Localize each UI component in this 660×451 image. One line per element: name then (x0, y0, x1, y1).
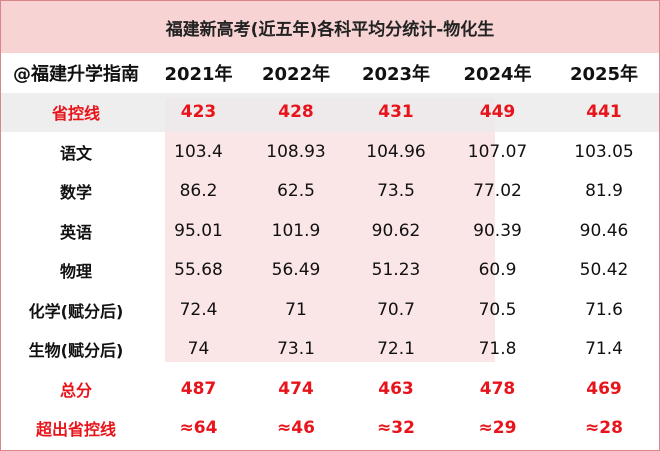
cell-value: 81.9 (585, 181, 623, 202)
cell-value: 71 (285, 299, 307, 320)
row-label: 总分 (59, 380, 92, 400)
cell-value: 101.9 (271, 220, 321, 241)
cell-value: 71.6 (585, 299, 623, 320)
cell-value: 90.62 (371, 220, 421, 241)
cell-value: 51.23 (371, 260, 421, 281)
cell-value: 474 (278, 378, 314, 399)
cell-value: 469 (586, 378, 622, 399)
cell-value: 104.96 (366, 141, 426, 162)
cell-value: 107.07 (467, 141, 528, 162)
header-row: @福建升学指南 2021年 2022年 2023年 2024年 2025年 (1, 53, 659, 93)
year-header: 2025年 (569, 63, 639, 85)
cell-value: 50.42 (579, 260, 629, 281)
cell-value: 478 (479, 378, 516, 399)
cell-value: 73.1 (277, 339, 315, 360)
year-header: 2023年 (361, 63, 431, 85)
cell-value: 72.4 (179, 299, 218, 320)
cell-value: 108.93 (266, 141, 326, 162)
row-label: 超出省控线 (35, 420, 116, 440)
row-label: 生物(赋分后) (28, 341, 124, 361)
row-label: 省控线 (1, 92, 151, 132)
row-label: 英语 (59, 222, 92, 242)
cell-value: 77.02 (473, 181, 522, 202)
cell-value: 90.46 (579, 220, 629, 241)
watermark (165, 98, 495, 362)
year-header: 2021年 (164, 63, 233, 85)
cell-value: 62.5 (277, 181, 315, 202)
cell-value: ≈29 (478, 418, 517, 439)
cell-value: 60.9 (478, 260, 517, 281)
cell-value: 71.4 (585, 339, 623, 360)
cell-value: 95.01 (174, 220, 223, 241)
header-label: @福建升学指南 (13, 63, 139, 85)
cell-value: 431 (346, 92, 446, 132)
cell-value: 71.8 (478, 339, 517, 360)
table-body: @福建升学指南 2021年 2022年 2023年 2024年 2025年省控线 423 42… (1, 53, 659, 448)
table-title: 福建新高考(近五年)各科平均分统计-物化生 (1, 1, 659, 53)
cell-value: 70.7 (377, 299, 415, 320)
table-row: 英语 95.01 101.9 90.62 90.39 90.46 (1, 211, 659, 251)
cell-value: 56.49 (271, 260, 321, 281)
row-label: 化学(赋分后) (28, 301, 124, 321)
table-row: 语文 103.4 108.93 104.96 107.07 103.05 (1, 132, 659, 172)
score-table: @福建升学指南 2021年 2022年 2023年 2024年 2025年省控线 423 42… (1, 53, 659, 448)
table-row: 化学(赋分后) 72.4 71 70.7 70.5 71.6 (1, 290, 659, 330)
row-label: 数学 (59, 183, 92, 203)
cell-value: 72.1 (377, 339, 415, 360)
cell-value: ≈46 (277, 418, 315, 439)
table-row: 生物(赋分后) 74 73.1 72.1 71.8 71.4 (1, 330, 659, 370)
cell-value: ≈28 (585, 418, 623, 439)
cell-value: 90.39 (473, 220, 522, 241)
cell-value: 487 (180, 378, 217, 399)
cell-value: 55.68 (174, 260, 223, 281)
table-row: 超出省控线 ≈64 ≈46 ≈32 ≈29 ≈28 (1, 409, 659, 449)
cell-value: 86.2 (179, 181, 218, 202)
year-header: 2022年 (261, 63, 331, 85)
cell-value: 103.4 (174, 141, 223, 162)
cell-value: 449 (446, 92, 549, 132)
year-header: 2024年 (463, 63, 532, 85)
cell-value: 441 (549, 92, 659, 132)
row-label: 物理 (59, 262, 92, 282)
table-row: 数学 86.2 62.5 73.5 77.02 81.9 (1, 172, 659, 212)
row-label: 语文 (59, 143, 92, 163)
cell-value: 103.05 (574, 141, 634, 162)
cell-value: 428 (246, 92, 346, 132)
table-row: 总分 487 474 463 478 469 (1, 369, 659, 409)
table-row: 物理 55.68 56.49 51.23 60.9 50.42 (1, 251, 659, 291)
cell-value: ≈32 (377, 418, 415, 439)
cell-value: 74 (187, 339, 210, 360)
cell-value: 70.5 (478, 299, 517, 320)
cell-value: ≈64 (179, 418, 218, 439)
cell-value: 423 (151, 92, 246, 132)
cell-value: 463 (378, 378, 414, 399)
table-row: 省控线 423 428 431 449 441 (1, 92, 659, 132)
cell-value: 73.5 (377, 181, 415, 202)
